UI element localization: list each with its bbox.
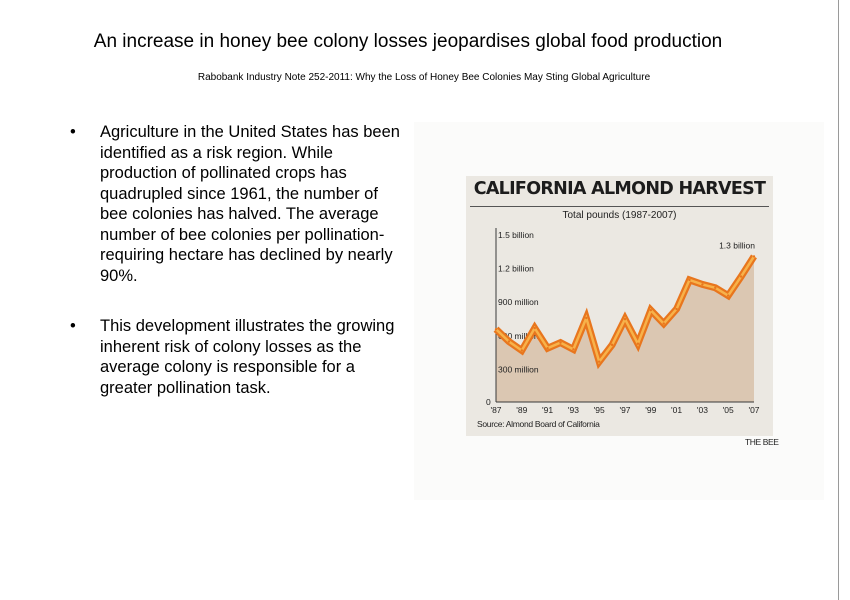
bullet-text: This development illustrates the growing… xyxy=(100,317,395,397)
slide-title: An increase in honey bee colony losses j… xyxy=(93,31,723,52)
data-point xyxy=(533,326,536,330)
data-point xyxy=(585,316,588,320)
x-tick-label: '03 xyxy=(697,405,708,415)
data-point xyxy=(752,255,756,258)
chart-plot: 0 300 million 600 million 900 million 1.2 bi… xyxy=(486,228,760,415)
slide-subtitle: Rabobank Industry Note 252-2011: Why the… xyxy=(197,72,651,83)
data-point xyxy=(714,286,717,289)
data-point xyxy=(675,307,678,311)
data-point xyxy=(494,328,498,331)
almond-harvest-chart: 0 300 million 600 million 900 million 1.2 bi… xyxy=(466,176,773,436)
data-point xyxy=(610,343,614,347)
bullet-item: • This development illustrates the growi… xyxy=(70,316,410,398)
data-point xyxy=(623,317,627,321)
data-label: 1.3 billion xyxy=(719,240,755,250)
data-point xyxy=(507,340,511,343)
y-tick-label: 1.2 billion xyxy=(498,264,534,274)
chart-title: CALIFORNIA ALMOND HARVEST xyxy=(473,179,766,199)
bullet-marker: • xyxy=(70,123,76,141)
bullet-item: • Agriculture in the United States has b… xyxy=(70,122,410,286)
data-point xyxy=(572,348,575,351)
slide-edge-line xyxy=(838,0,839,600)
x-tick-label: '01 xyxy=(671,405,682,415)
x-tick-label: '89 xyxy=(516,405,527,415)
data-point xyxy=(662,322,665,325)
x-tick-label: '99 xyxy=(645,405,656,415)
y-tick-label: 0 xyxy=(486,397,491,407)
chart-subtitle: Total pounds (1987-2007) xyxy=(562,210,677,221)
y-tick-label: 600 million xyxy=(498,331,539,341)
chart-title-rule xyxy=(470,206,769,207)
chart-credit: THE BEE xyxy=(745,437,779,447)
data-point xyxy=(727,294,730,297)
data-point xyxy=(520,349,523,352)
chart-source: Source: Almond Board of California xyxy=(477,419,600,429)
x-tick-label: '93 xyxy=(568,405,579,415)
x-tick-label: '91 xyxy=(542,405,553,415)
bullet-marker: • xyxy=(70,317,76,335)
data-point xyxy=(559,341,562,344)
x-tick-label: '05 xyxy=(723,405,734,415)
x-tick-label: '87 xyxy=(490,405,501,415)
data-point xyxy=(546,347,549,350)
data-point xyxy=(649,308,652,312)
x-tick-label: '97 xyxy=(619,405,630,415)
data-point xyxy=(739,275,743,278)
data-point xyxy=(598,360,601,363)
data-point xyxy=(688,278,691,282)
data-point xyxy=(636,342,640,345)
y-tick-label: 300 million xyxy=(498,364,539,374)
x-tick-label: '07 xyxy=(748,405,759,415)
x-tick-label: '95 xyxy=(594,405,605,415)
bullet-text: Agriculture in the United States has bee… xyxy=(100,123,400,285)
y-tick-label: 1.5 billion xyxy=(498,230,534,240)
area-fill xyxy=(496,256,754,402)
data-point xyxy=(701,283,704,286)
y-tick-label: 900 million xyxy=(498,297,539,307)
